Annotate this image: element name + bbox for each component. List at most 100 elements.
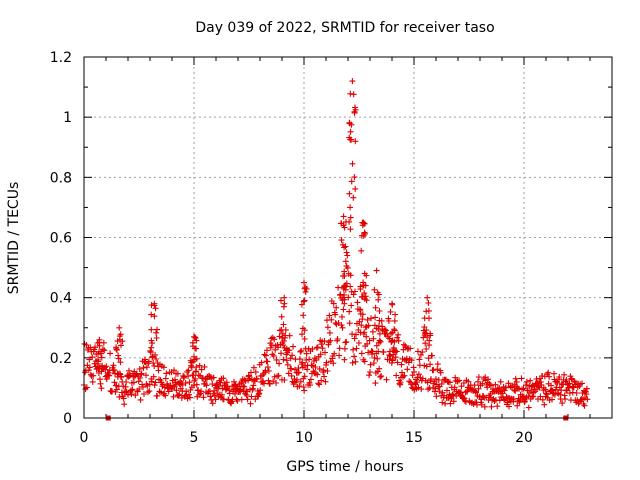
data-point: [349, 160, 356, 167]
data-point: [303, 285, 310, 292]
data-point: [356, 318, 363, 325]
data-point: [143, 364, 150, 371]
data-point: [234, 397, 241, 404]
data-point: [465, 378, 472, 385]
data-point: [371, 354, 378, 361]
data-point: [340, 213, 347, 220]
data-point: [142, 359, 149, 366]
data-point: [313, 344, 320, 351]
data-point: [191, 353, 197, 360]
data-point: [377, 373, 384, 380]
data-point: [475, 378, 481, 385]
data-point: [207, 374, 214, 380]
data-point: [427, 361, 434, 368]
data-point: [341, 345, 348, 352]
data-point: [203, 382, 210, 389]
data-point: [182, 380, 189, 387]
data-point: [351, 353, 358, 360]
x-tick-label: 5: [190, 430, 199, 446]
data-point: [584, 396, 591, 403]
data-point: [116, 393, 123, 400]
data-point: [256, 390, 263, 397]
data-point: [196, 362, 203, 369]
data-point: [250, 382, 257, 389]
data-point: [471, 382, 478, 389]
data-point: [301, 279, 307, 286]
data-point: [303, 357, 310, 363]
data-point: [372, 380, 379, 387]
data-point: [395, 337, 402, 344]
data-point: [408, 357, 415, 364]
data-point: [151, 300, 158, 307]
data-point: [89, 354, 96, 361]
data-point: [284, 361, 291, 368]
data-point: [351, 335, 358, 342]
data-point: [241, 383, 248, 390]
data-point: [554, 379, 561, 386]
data-point: [349, 78, 356, 85]
data-point: [212, 396, 219, 403]
data-point: [153, 356, 160, 362]
data-point: [401, 372, 408, 379]
data-point: [318, 377, 325, 384]
data-point: [359, 222, 366, 229]
data-point: [350, 291, 357, 298]
data-point: [475, 385, 482, 392]
data-point: [264, 347, 270, 354]
data-point: [562, 396, 569, 403]
data-point: [151, 382, 158, 389]
data-point: [287, 355, 294, 362]
data-point: [364, 316, 371, 323]
data-point: [514, 402, 521, 409]
data-point: [421, 324, 428, 330]
data-point: [306, 356, 313, 363]
data-point: [271, 336, 278, 343]
data-point: [330, 300, 337, 307]
data-point: [201, 363, 208, 370]
data-point: [117, 359, 124, 366]
data-point: [347, 283, 354, 290]
data-point: [299, 331, 305, 338]
data-point: [569, 383, 576, 390]
data-point: [258, 359, 265, 366]
data-point: [352, 288, 358, 295]
data-point: [370, 335, 377, 342]
data-point: [450, 398, 457, 405]
data-point: [345, 294, 352, 301]
data-point: [395, 331, 402, 338]
data-point: [425, 307, 432, 314]
data-point: [151, 313, 158, 320]
data-point: [146, 388, 153, 395]
data-point: [542, 386, 549, 393]
data-point: [278, 350, 284, 357]
data-point: [383, 376, 390, 383]
x-tick-label: 15: [405, 430, 423, 446]
data-point: [368, 315, 374, 322]
data-point: [481, 403, 488, 410]
data-point: [328, 316, 335, 323]
data-point: [83, 384, 90, 391]
data-point: [268, 342, 275, 349]
data-point: [313, 357, 320, 364]
data-point: [423, 363, 430, 370]
data-point: [339, 297, 346, 304]
x-tick-label: 0: [80, 430, 89, 446]
data-point: [317, 351, 324, 358]
data-point: [373, 267, 380, 274]
data-point: [415, 348, 421, 355]
data-point: [295, 369, 302, 376]
data-point: [488, 382, 494, 389]
data-point: [116, 324, 123, 331]
data-point: [155, 367, 162, 374]
data-point: [563, 377, 570, 384]
data-point: [494, 403, 501, 410]
data-point: [123, 379, 130, 385]
data-point: [264, 358, 271, 365]
data-point: [541, 401, 548, 408]
data-point: [116, 336, 123, 343]
data-point: [198, 388, 205, 395]
data-point: [154, 392, 161, 399]
data-point: [386, 352, 393, 359]
data-point: [411, 368, 418, 375]
data-point: [98, 348, 104, 355]
